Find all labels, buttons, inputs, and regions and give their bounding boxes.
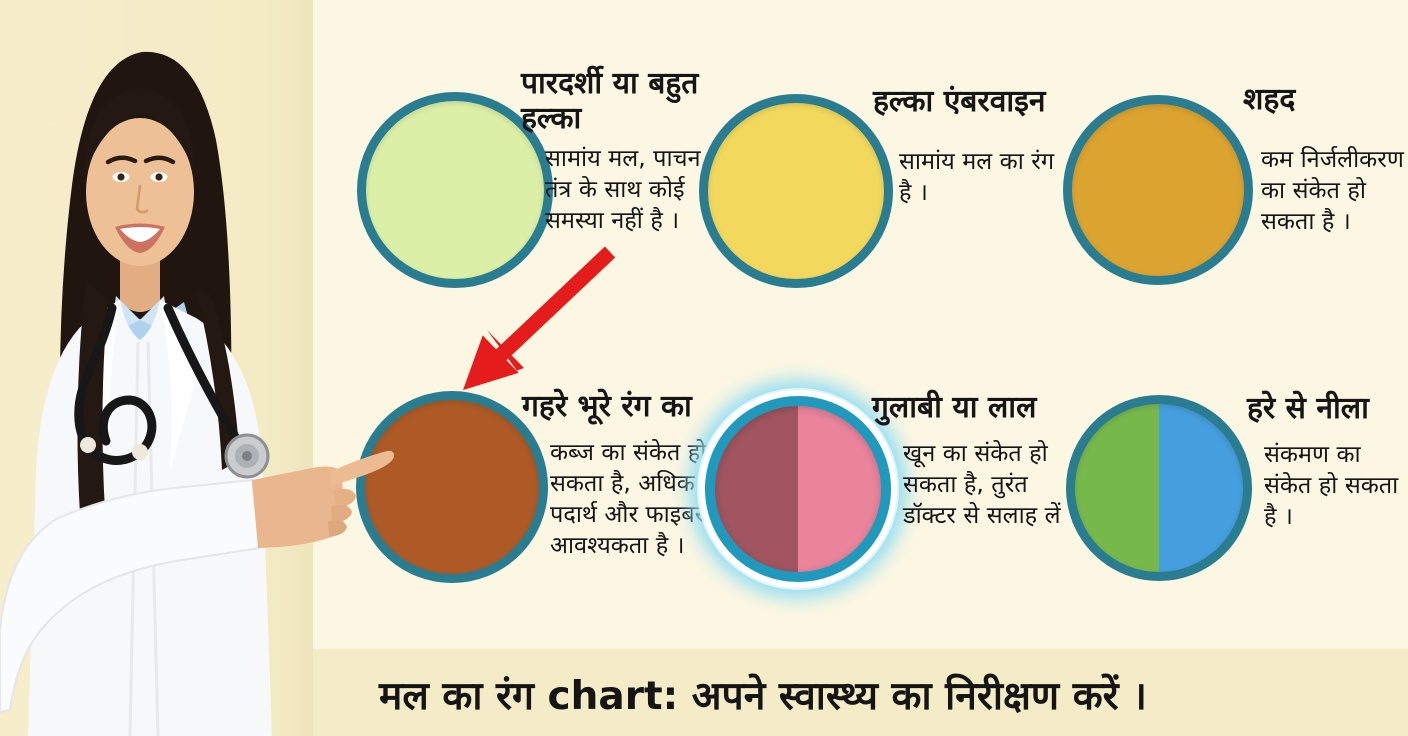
item-description: खून का संकेत हो सकता है, तुरंत डॉक्टर से… bbox=[903, 439, 1077, 530]
item-description: कब्ज का संकेत हो सकता है, अधिक तरल पदार्… bbox=[550, 438, 742, 560]
doctor-hair-strand-right bbox=[196, 290, 240, 470]
doctor-smile bbox=[115, 223, 165, 253]
doctor-coat-lapel-left bbox=[88, 300, 120, 460]
item-description: सामांय मल का रंग है । bbox=[899, 147, 1055, 207]
item-title: हरे से नीला bbox=[1247, 391, 1369, 426]
item-description: संकमण का संकेत हो सकता है । bbox=[1264, 440, 1399, 531]
color-swatch-dark-brown bbox=[356, 391, 548, 583]
color-swatch-pink-or-red bbox=[705, 396, 891, 582]
color-swatch-green-to-blue bbox=[1066, 395, 1252, 581]
photo-background bbox=[0, 0, 313, 736]
doctor-eyes bbox=[112, 172, 168, 182]
doctor-hair-strand-left bbox=[77, 280, 110, 576]
doctor-eyebrow-left bbox=[105, 155, 138, 165]
item-title: हल्का एंबरवाइन bbox=[873, 84, 1046, 119]
item-description: कम निर्जलीकरण का संकेत हो सकता है । bbox=[1261, 145, 1404, 236]
color-swatch-light-amberwine bbox=[699, 94, 893, 288]
doctor-hairline bbox=[84, 88, 196, 178]
color-swatch-honey bbox=[1063, 95, 1253, 285]
stethoscope-icon bbox=[74, 303, 270, 479]
doctor-hair bbox=[59, 51, 232, 585]
doctor-nose bbox=[135, 184, 149, 214]
item-title: पारदर्शी या बहुत हल्का bbox=[521, 66, 699, 137]
doctor-face bbox=[86, 118, 194, 266]
doctor-eyebrow-right bbox=[143, 155, 176, 165]
chart-caption: मल का रंग chart: अपने स्वास्थ्य का निरीक… bbox=[379, 674, 1147, 719]
item-title: गुलाबी या लाल bbox=[872, 390, 1037, 425]
doctor-neck bbox=[120, 250, 160, 312]
item-description: सामांय मल, पाचन तंत्र के साथ कोई समस्या … bbox=[545, 144, 701, 235]
item-title: गहरे भूरे रंग का bbox=[522, 389, 692, 424]
doctor-shirt bbox=[80, 296, 200, 360]
item-title: शहद bbox=[1243, 82, 1296, 117]
doctor-coat-lapel-right bbox=[160, 300, 194, 470]
